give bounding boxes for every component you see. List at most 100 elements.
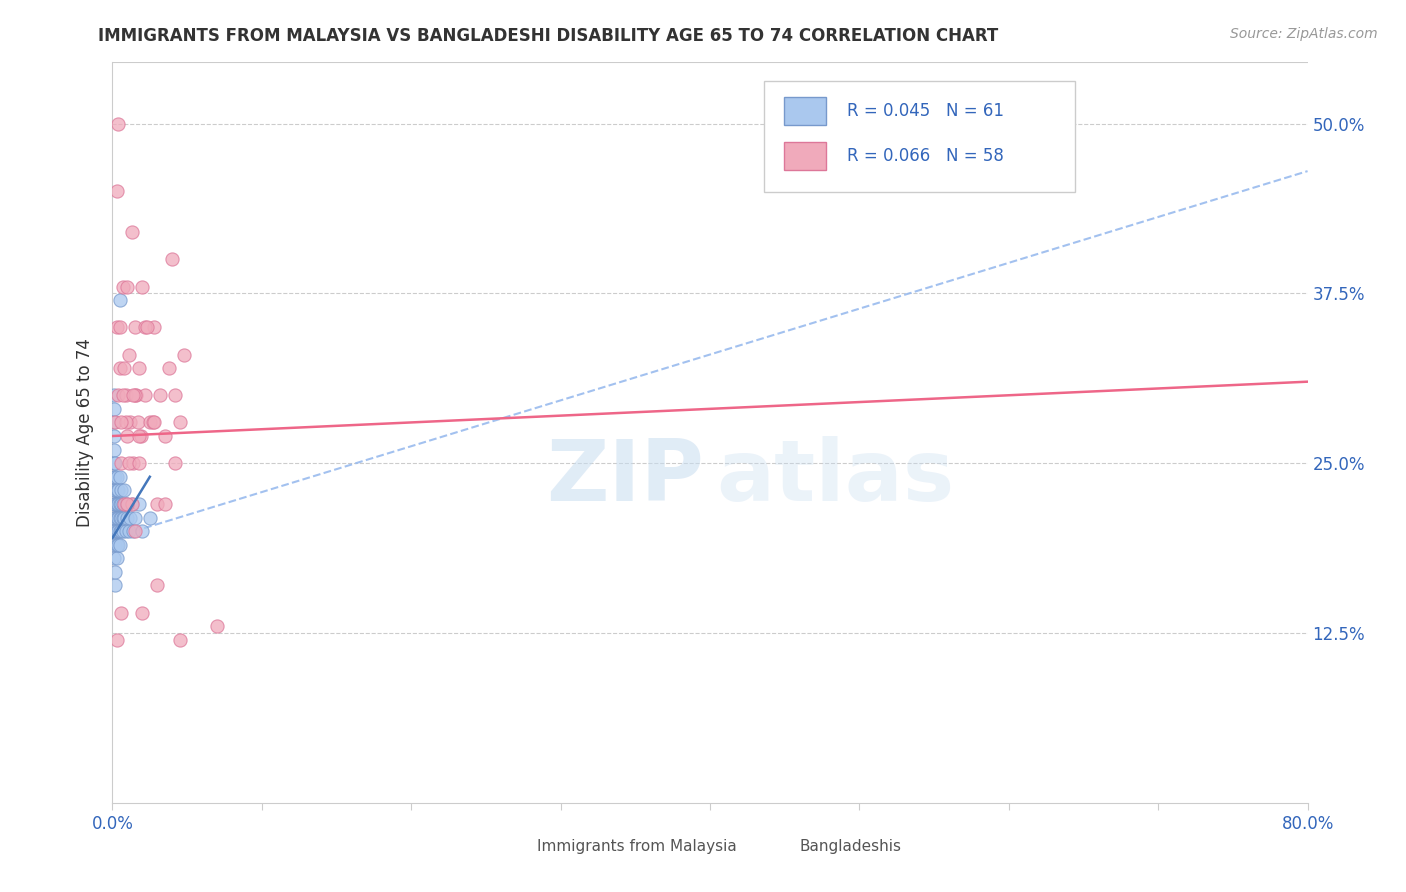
- Point: [124, 510, 146, 524]
- FancyBboxPatch shape: [763, 81, 1074, 192]
- Point: [162, 252, 183, 267]
- Point: [107, 510, 129, 524]
- Point: [105, 483, 128, 498]
- Point: [115, 416, 138, 430]
- Point: [153, 497, 176, 511]
- Point: [103, 429, 125, 443]
- Point: [124, 320, 146, 334]
- Point: [118, 524, 141, 538]
- Point: [118, 347, 141, 361]
- Point: [105, 632, 128, 647]
- Point: [146, 578, 169, 592]
- Point: [134, 320, 156, 334]
- Point: [173, 347, 195, 361]
- Point: [205, 619, 228, 633]
- Text: R = 0.066   N = 58: R = 0.066 N = 58: [848, 146, 1004, 165]
- Point: [103, 442, 125, 457]
- Point: [115, 524, 138, 538]
- Point: [117, 497, 139, 511]
- Point: [103, 551, 125, 566]
- Point: [165, 456, 187, 470]
- Point: [111, 279, 134, 293]
- Point: [107, 538, 129, 552]
- Point: [134, 388, 156, 402]
- FancyBboxPatch shape: [785, 142, 825, 169]
- Point: [122, 524, 145, 538]
- Point: [104, 497, 127, 511]
- Point: [131, 606, 153, 620]
- Point: [128, 361, 150, 376]
- Point: [110, 416, 132, 430]
- Text: IMMIGRANTS FROM MALAYSIA VS BANGLADESHI DISABILITY AGE 65 TO 74 CORRELATION CHAR: IMMIGRANTS FROM MALAYSIA VS BANGLADESHI …: [98, 27, 998, 45]
- Point: [104, 456, 127, 470]
- Point: [103, 524, 125, 538]
- Point: [108, 510, 131, 524]
- Point: [110, 524, 132, 538]
- Point: [143, 416, 166, 430]
- Point: [169, 416, 191, 430]
- Point: [105, 510, 128, 524]
- Point: [117, 279, 139, 293]
- Point: [114, 361, 135, 376]
- Point: [139, 510, 162, 524]
- Point: [114, 497, 135, 511]
- Point: [114, 510, 135, 524]
- Point: [128, 497, 150, 511]
- Point: [111, 524, 134, 538]
- Point: [142, 416, 165, 430]
- Point: [111, 510, 134, 524]
- Point: [124, 388, 146, 402]
- Point: [104, 538, 127, 552]
- Point: [115, 497, 138, 511]
- Y-axis label: Disability Age 65 to 74: Disability Age 65 to 74: [76, 338, 94, 527]
- Point: [104, 578, 127, 592]
- Text: Bangladeshis: Bangladeshis: [800, 839, 901, 854]
- Point: [120, 510, 142, 524]
- Point: [104, 483, 127, 498]
- Point: [108, 320, 131, 334]
- Point: [118, 456, 141, 470]
- Point: [105, 320, 128, 334]
- Point: [121, 497, 143, 511]
- FancyBboxPatch shape: [785, 97, 825, 126]
- Text: Source: ZipAtlas.com: Source: ZipAtlas.com: [1230, 27, 1378, 41]
- Point: [128, 429, 150, 443]
- Point: [103, 469, 125, 483]
- Text: Immigrants from Malaysia: Immigrants from Malaysia: [537, 839, 737, 854]
- Point: [117, 497, 139, 511]
- Point: [104, 524, 127, 538]
- Point: [108, 293, 131, 308]
- Text: R = 0.045   N = 61: R = 0.045 N = 61: [848, 103, 1004, 120]
- Point: [105, 497, 128, 511]
- Point: [120, 416, 142, 430]
- Point: [131, 524, 153, 538]
- Point: [108, 469, 131, 483]
- Point: [121, 225, 143, 239]
- Point: [107, 117, 129, 131]
- Point: [135, 320, 157, 334]
- Point: [139, 416, 162, 430]
- Point: [103, 510, 125, 524]
- Point: [125, 388, 148, 402]
- Point: [149, 388, 172, 402]
- Point: [105, 469, 128, 483]
- Point: [104, 416, 127, 430]
- Point: [110, 456, 132, 470]
- Point: [110, 510, 132, 524]
- Point: [115, 388, 138, 402]
- Point: [127, 416, 149, 430]
- Point: [107, 483, 129, 498]
- Point: [103, 483, 125, 498]
- FancyBboxPatch shape: [752, 837, 782, 856]
- Point: [129, 429, 152, 443]
- Point: [107, 388, 129, 402]
- Point: [103, 388, 125, 402]
- Point: [105, 538, 128, 552]
- Point: [103, 401, 125, 416]
- Point: [114, 483, 135, 498]
- Point: [104, 497, 127, 511]
- Point: [108, 497, 131, 511]
- Point: [107, 524, 129, 538]
- Point: [104, 565, 127, 579]
- Point: [105, 524, 128, 538]
